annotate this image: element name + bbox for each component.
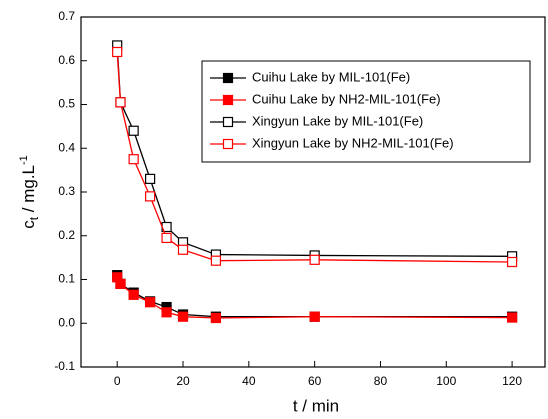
- data-point: [309, 254, 320, 265]
- y-tick-label: -0.1: [54, 359, 75, 373]
- legend-label: Cuihu Lake by NH2-MIL-101(Fe): [252, 91, 441, 106]
- x-tick-label: 40: [242, 374, 256, 388]
- y-tick-label: 0.3: [58, 184, 75, 198]
- data-point: [128, 289, 139, 300]
- data-point: [115, 97, 126, 108]
- y-axis-title-text: ct / mg.L-1: [18, 155, 41, 229]
- data-point: [177, 311, 189, 322]
- x-tick-label: 100: [436, 374, 456, 388]
- data-point: [309, 311, 320, 322]
- y-tick-label: 0.5: [58, 97, 75, 111]
- x-tick-label: 20: [176, 374, 190, 388]
- y-tick-label: 0.6: [58, 53, 75, 67]
- x-tick-label: 120: [502, 374, 522, 388]
- x-axis-title: t / min: [293, 396, 339, 415]
- y-tick-label: 0.0: [58, 315, 75, 329]
- x-tick-label: 80: [374, 374, 388, 388]
- legend-box: [201, 60, 531, 163]
- data-point: [128, 125, 139, 136]
- legend-marker: [222, 138, 234, 150]
- series-line: [116, 274, 513, 318]
- y-tick-label: 0.7: [58, 9, 75, 23]
- legend-marker: [222, 116, 234, 128]
- y-tick-label: 0.4: [58, 140, 75, 154]
- x-tick-label: 0: [114, 374, 121, 388]
- data-point: [210, 255, 222, 266]
- data-point: [145, 297, 156, 308]
- legend-label: Xingyun Lake by MIL-101(Fe): [252, 113, 423, 128]
- data-point: [177, 244, 189, 255]
- y-tick-label: 0.1: [58, 272, 75, 286]
- data-point: [145, 191, 156, 202]
- legend-label: Xingyun Lake by NH2-MIL-101(Fe): [252, 135, 454, 150]
- data-point: [161, 232, 172, 244]
- legend-label: Cuihu Lake by MIL-101(Fe): [252, 69, 410, 84]
- data-point: [145, 173, 156, 184]
- y-tick-label: 0.2: [58, 228, 75, 242]
- data-point: [112, 46, 123, 58]
- data-point: [506, 256, 518, 268]
- legend-marker: [222, 94, 234, 106]
- data-point: [128, 154, 139, 165]
- legend-marker: [222, 72, 234, 84]
- data-point: [210, 312, 222, 324]
- y-axis-title: ct / mg.L-1: [18, 155, 41, 229]
- data-point: [506, 312, 518, 323]
- data-point: [115, 278, 126, 289]
- data-point: [161, 307, 172, 318]
- x-tick-label: 60: [308, 374, 322, 388]
